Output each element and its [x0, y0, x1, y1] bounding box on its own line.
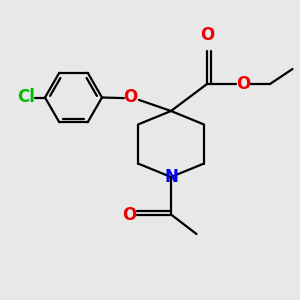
- Text: O: O: [236, 75, 250, 93]
- Text: N: N: [164, 168, 178, 186]
- Text: Cl: Cl: [17, 88, 35, 106]
- Text: O: O: [122, 206, 136, 224]
- Text: O: O: [200, 26, 214, 44]
- Text: O: O: [123, 88, 138, 106]
